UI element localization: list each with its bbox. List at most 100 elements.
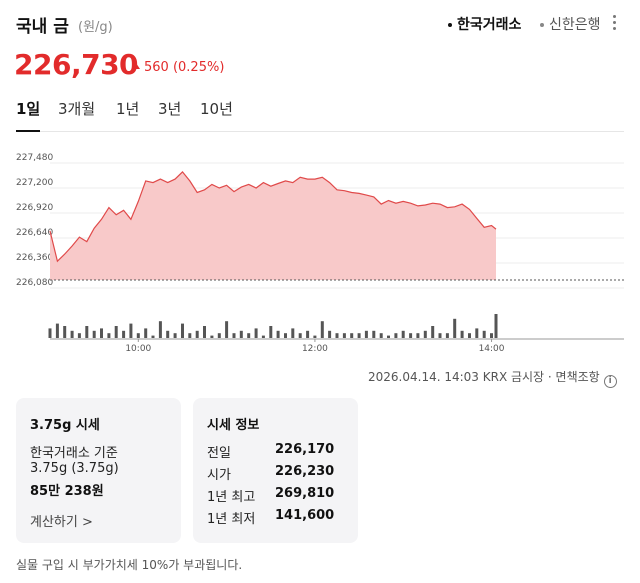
period-tabs: 1일 3개월 1년 3년 10년 <box>16 98 624 132</box>
volume-bar <box>158 321 162 338</box>
info-row-prev: 전일 226,170 <box>207 442 347 461</box>
tab-1y[interactable]: 1년 <box>116 100 140 118</box>
tab-3y[interactable]: 3년 <box>158 100 182 118</box>
info-label: 1년 최고 <box>207 490 256 505</box>
volume-bar <box>409 333 413 338</box>
volume-bar <box>394 333 398 338</box>
timestamp: 2026.04.14. 14:03 KRX 금시장 · 면책조항 i <box>368 368 617 388</box>
info-value: 226,170 <box>275 442 335 457</box>
volume-bar <box>129 323 133 338</box>
volume-bar <box>298 333 302 338</box>
exchange-krx-tab[interactable]: 한국거래소 <box>448 14 521 34</box>
volume-bar <box>107 333 111 338</box>
volume-bar <box>284 333 287 338</box>
volume-bar <box>136 333 140 338</box>
info-card: 시세 정보 전일 226,170 시가 226,230 1년 최고 269,810 1… <box>193 398 358 543</box>
info-row-open: 시가 226,230 <box>207 464 347 483</box>
inactive-dot <box>540 23 544 27</box>
volume-bar <box>328 330 332 338</box>
info-value: 226,230 <box>275 464 335 479</box>
exchange-shinhan-label: 신한은행 <box>549 17 601 33</box>
active-dot <box>448 23 452 27</box>
volume-bar <box>291 328 295 338</box>
volume-bar <box>166 330 170 338</box>
y-tick-label: 226,360 <box>16 253 53 263</box>
info-card-title: 시세 정보 <box>207 418 260 433</box>
header: 국내 금 (원/g) 한국거래소 신한은행 <box>16 12 624 37</box>
volume-bar <box>379 333 383 338</box>
volume-bar <box>92 330 96 338</box>
volume-bar <box>357 333 361 338</box>
price-area <box>50 171 496 280</box>
volume-bar <box>239 330 243 338</box>
volume-bar <box>114 326 118 338</box>
volume-bar <box>276 330 280 338</box>
volume-bar <box>364 330 368 338</box>
volume-bar <box>475 328 479 338</box>
info-row-1y-high: 1년 최고 269,810 <box>207 486 347 505</box>
volume-bar <box>468 333 471 338</box>
volume-bar <box>320 321 324 338</box>
volume-bar <box>490 333 493 338</box>
info-value: 141,600 <box>275 508 335 523</box>
price-card-weight: 3.75g (3.75g) <box>30 461 119 476</box>
volume-bar <box>453 318 457 338</box>
volume-bar <box>335 333 339 338</box>
info-label: 전일 <box>207 446 231 461</box>
y-tick-label: 226,640 <box>16 228 53 238</box>
volume-bar <box>85 326 89 338</box>
exchange-krx-label: 한국거래소 <box>457 17 522 33</box>
volume-bar <box>144 328 148 338</box>
volume-bar <box>210 335 214 338</box>
volume-bar <box>313 335 317 338</box>
volume-bar <box>217 333 221 338</box>
timestamp-text: 2026.04.14. 14:03 KRX 금시장 · 면책조항 <box>368 370 600 384</box>
y-tick-label: 227,200 <box>16 178 53 188</box>
volume-bar <box>77 333 81 338</box>
price-card-basis: 한국거래소 기준 <box>30 446 118 461</box>
y-tick-label: 227,480 <box>16 153 53 163</box>
volume-bar <box>188 333 192 338</box>
tab-3m[interactable]: 3개월 <box>58 100 96 118</box>
volume-bar <box>261 335 265 338</box>
more-menu-icon[interactable] <box>608 12 622 34</box>
price-card-amount: 85만 238원 <box>30 484 104 499</box>
calculate-link[interactable]: 계산하기 > <box>30 515 93 530</box>
volume-bar <box>173 333 177 338</box>
tab-1d[interactable]: 1일 <box>16 98 41 132</box>
info-row-1y-low: 1년 최저 141,600 <box>207 508 347 527</box>
up-triangle-icon <box>132 63 140 69</box>
y-tick-label: 226,080 <box>16 278 53 288</box>
vat-footnote: 실물 구입 시 부가가치세 10%가 부과됩니다. <box>16 558 243 572</box>
volume-bar <box>122 330 126 338</box>
volume-bar <box>460 330 464 338</box>
y-tick-label: 226,920 <box>16 203 53 213</box>
volume-bar <box>55 323 59 338</box>
info-value: 269,810 <box>275 486 335 501</box>
volume-bar <box>181 323 184 338</box>
volume-bar <box>195 330 199 338</box>
volume-bar <box>232 333 236 338</box>
info-icon[interactable]: i <box>603 375 617 388</box>
price-chart[interactable]: 227,480 227,200 226,920 226,640 226,360 226,0… <box>0 148 640 358</box>
volume-bar <box>401 330 405 338</box>
price-card-title: 3.75g 시세 <box>30 418 100 433</box>
volume-bar <box>372 330 376 338</box>
volume-bar <box>342 333 346 338</box>
volume-bar <box>482 330 486 338</box>
price-change: 560 (0.25%) <box>132 60 224 75</box>
x-tick-label: 14:00 <box>479 344 505 354</box>
volume-bar <box>431 326 435 338</box>
volume-bar <box>445 333 449 338</box>
unit-label: (원/g) <box>78 20 113 35</box>
x-tick-label: 12:00 <box>302 344 328 354</box>
exchange-shinhan-tab[interactable]: 신한은행 <box>540 14 601 34</box>
volume-bar <box>306 330 310 338</box>
tab-10y[interactable]: 10년 <box>200 100 233 118</box>
info-label: 시가 <box>207 468 231 483</box>
volume-bar <box>269 326 273 338</box>
volume-bar <box>100 328 103 338</box>
volume-bar <box>63 326 67 338</box>
volume-bar <box>203 326 206 338</box>
volume-bar <box>254 328 258 338</box>
